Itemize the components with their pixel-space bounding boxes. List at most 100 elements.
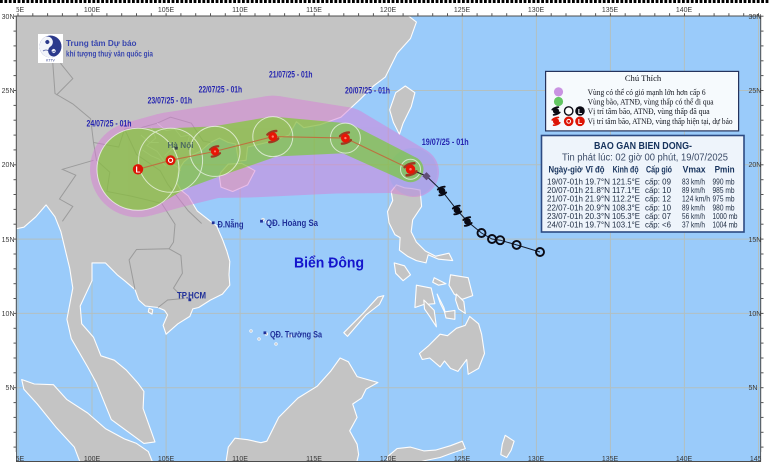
svg-text:Tin phát lúc: 02 giờ 00 phút,: Tin phát lúc: 02 giờ 00 phút, 19/07/2025	[562, 153, 728, 164]
svg-text:975 mb: 975 mb	[713, 194, 735, 204]
svg-text:20N: 20N	[2, 162, 15, 169]
svg-text:37 km/h: 37 km/h	[682, 220, 705, 230]
svg-text:100E: 100E	[84, 456, 101, 463]
svg-text:124 km/h: 124 km/h	[682, 194, 710, 204]
svg-text:21.9°N: 21.9°N	[585, 194, 610, 204]
svg-text:56 km/h: 56 km/h	[682, 211, 705, 221]
svg-text:125E: 125E	[454, 7, 471, 14]
svg-text:89 km/h: 89 km/h	[682, 202, 705, 212]
svg-text:145E: 145E	[750, 456, 767, 463]
svg-text:Trung tâm Dự báo: Trung tâm Dự báo	[66, 39, 137, 48]
svg-text:Cấp gió: Cấp gió	[646, 164, 672, 174]
svg-text:19.7°N: 19.7°N	[585, 220, 610, 230]
svg-text:105.3°E: 105.3°E	[612, 211, 640, 221]
svg-text:20N: 20N	[749, 162, 762, 169]
svg-text:24/07-01h: 24/07-01h	[547, 220, 583, 230]
svg-text:Vmax: Vmax	[683, 164, 706, 174]
svg-text:Ngày-giờ: Ngày-giờ	[549, 164, 584, 174]
svg-text:5N: 5N	[749, 385, 758, 392]
svg-text:cấp: 10: cấp: 10	[645, 185, 671, 195]
svg-text:25N: 25N	[2, 88, 15, 95]
svg-text:117.1°E: 117.1°E	[612, 185, 640, 195]
svg-text:990 mb: 990 mb	[713, 176, 735, 186]
svg-text:25N: 25N	[749, 88, 762, 95]
svg-text:10N: 10N	[2, 311, 15, 318]
svg-text:cấp: <6: cấp: <6	[645, 220, 671, 230]
svg-text:83 km/h: 83 km/h	[682, 176, 705, 186]
svg-text:1004 mb: 1004 mb	[713, 220, 738, 230]
svg-text:23/07-01h: 23/07-01h	[547, 211, 583, 221]
svg-text:19/07/25 - 01h: 19/07/25 - 01h	[422, 137, 469, 147]
svg-text:125E: 125E	[454, 456, 471, 463]
svg-text:Vĩ độ: Vĩ độ	[586, 164, 605, 174]
svg-text:20/07/25 - 01h: 20/07/25 - 01h	[345, 85, 390, 95]
svg-text:980 mb: 980 mb	[713, 202, 735, 212]
svg-text:5N: 5N	[6, 385, 15, 392]
svg-text:140E: 140E	[676, 7, 693, 14]
svg-text:22/07-01h: 22/07-01h	[547, 202, 583, 212]
svg-text:121.5°E: 121.5°E	[612, 176, 640, 186]
svg-text:110E: 110E	[232, 456, 248, 463]
svg-text:15N: 15N	[749, 237, 762, 244]
svg-text:120E: 120E	[380, 456, 397, 463]
svg-text:Đ.Nẵng: Đ.Nẵng	[218, 219, 244, 230]
svg-text:10N: 10N	[749, 311, 762, 318]
svg-text:L: L	[578, 119, 583, 126]
svg-text:20.3°N: 20.3°N	[585, 211, 610, 221]
svg-text:20.9°N: 20.9°N	[585, 202, 610, 212]
svg-text:khí tượng thuỷ văn quốc gia: khí tượng thuỷ văn quốc gia	[66, 50, 153, 59]
svg-text:135E: 135E	[602, 456, 619, 463]
svg-text:135E: 135E	[602, 7, 619, 14]
svg-text:140E: 140E	[676, 456, 693, 463]
svg-text:Pmin: Pmin	[715, 164, 735, 174]
svg-text:110E: 110E	[232, 7, 248, 14]
svg-text:105E: 105E	[158, 456, 175, 463]
svg-text:19.7°N: 19.7°N	[585, 176, 610, 186]
svg-text:QĐ. Trường Sa: QĐ. Trường Sa	[270, 330, 323, 340]
svg-text:95E: 95E	[12, 7, 25, 14]
svg-text:cấp: 07: cấp: 07	[645, 211, 671, 221]
svg-text:30N: 30N	[2, 14, 15, 21]
svg-text:cấp: 12: cấp: 12	[645, 194, 671, 204]
svg-text:112.2°E: 112.2°E	[612, 194, 640, 204]
svg-text:Kinh độ: Kinh độ	[613, 164, 639, 174]
svg-text:Vị trí tâm bão, ATNĐ, vùng thấ: Vị trí tâm bão, ATNĐ, vùng thấp hiện tại…	[588, 116, 733, 126]
svg-text:115E: 115E	[306, 456, 322, 463]
svg-text:23/07/25 - 01h: 23/07/25 - 01h	[148, 95, 192, 105]
svg-text:L: L	[578, 109, 583, 116]
svg-text:Vị trí tâm bão, ATNĐ, vùng thấ: Vị trí tâm bão, ATNĐ, vùng thấp đã qua	[588, 106, 710, 116]
svg-text:Vùng có thể có gió mạnh lớn hơ: Vùng có thể có gió mạnh lớn hơn cấp 6	[588, 87, 707, 97]
svg-text:21/07-01h: 21/07-01h	[547, 194, 583, 204]
svg-text:Biển Đông: Biển Đông	[294, 256, 364, 272]
svg-text:20/07-01h: 20/07-01h	[547, 185, 583, 195]
svg-text:100E: 100E	[84, 7, 101, 14]
svg-text:130E: 130E	[528, 456, 545, 463]
svg-text:108.3°E: 108.3°E	[612, 202, 640, 212]
svg-text:120E: 120E	[380, 7, 397, 14]
svg-text:KTTV: KTTV	[46, 59, 55, 63]
svg-text:Chú Thích: Chú Thích	[625, 73, 662, 83]
svg-text:95E: 95E	[12, 456, 25, 463]
svg-text:L: L	[136, 166, 141, 175]
svg-text:22/07/25 - 01h: 22/07/25 - 01h	[199, 84, 243, 94]
svg-text:985 mb: 985 mb	[713, 185, 735, 195]
svg-text:TP.HCM: TP.HCM	[177, 291, 206, 301]
svg-text:1000 mb: 1000 mb	[713, 211, 738, 221]
svg-text:89 km/h: 89 km/h	[682, 185, 705, 195]
svg-text:QĐ. Hoàng Sa: QĐ. Hoàng Sa	[266, 218, 319, 228]
svg-text:30N: 30N	[749, 14, 762, 21]
svg-text:15N: 15N	[2, 237, 15, 244]
svg-text:103.1°E: 103.1°E	[612, 220, 640, 230]
svg-text:105E: 105E	[158, 7, 175, 14]
svg-text:24/07/25 - 01h: 24/07/25 - 01h	[87, 118, 132, 128]
svg-text:130E: 130E	[528, 7, 545, 14]
svg-text:115E: 115E	[306, 7, 322, 14]
svg-text:21/07/25 - 01h: 21/07/25 - 01h	[269, 69, 313, 79]
svg-text:BAO GAN BIEN DONG-: BAO GAN BIEN DONG-	[594, 140, 692, 152]
svg-text:cấp: 09: cấp: 09	[645, 176, 671, 186]
svg-text:Vùng bão, ATNĐ, vùng thấp có t: Vùng bão, ATNĐ, vùng thấp có thể đi qua	[588, 96, 714, 106]
svg-text:19/07-01h: 19/07-01h	[547, 176, 583, 186]
svg-text:21.8°N: 21.8°N	[585, 185, 610, 195]
svg-text:Hà Nội: Hà Nội	[168, 140, 194, 150]
svg-text:cấp: 10: cấp: 10	[645, 202, 671, 212]
